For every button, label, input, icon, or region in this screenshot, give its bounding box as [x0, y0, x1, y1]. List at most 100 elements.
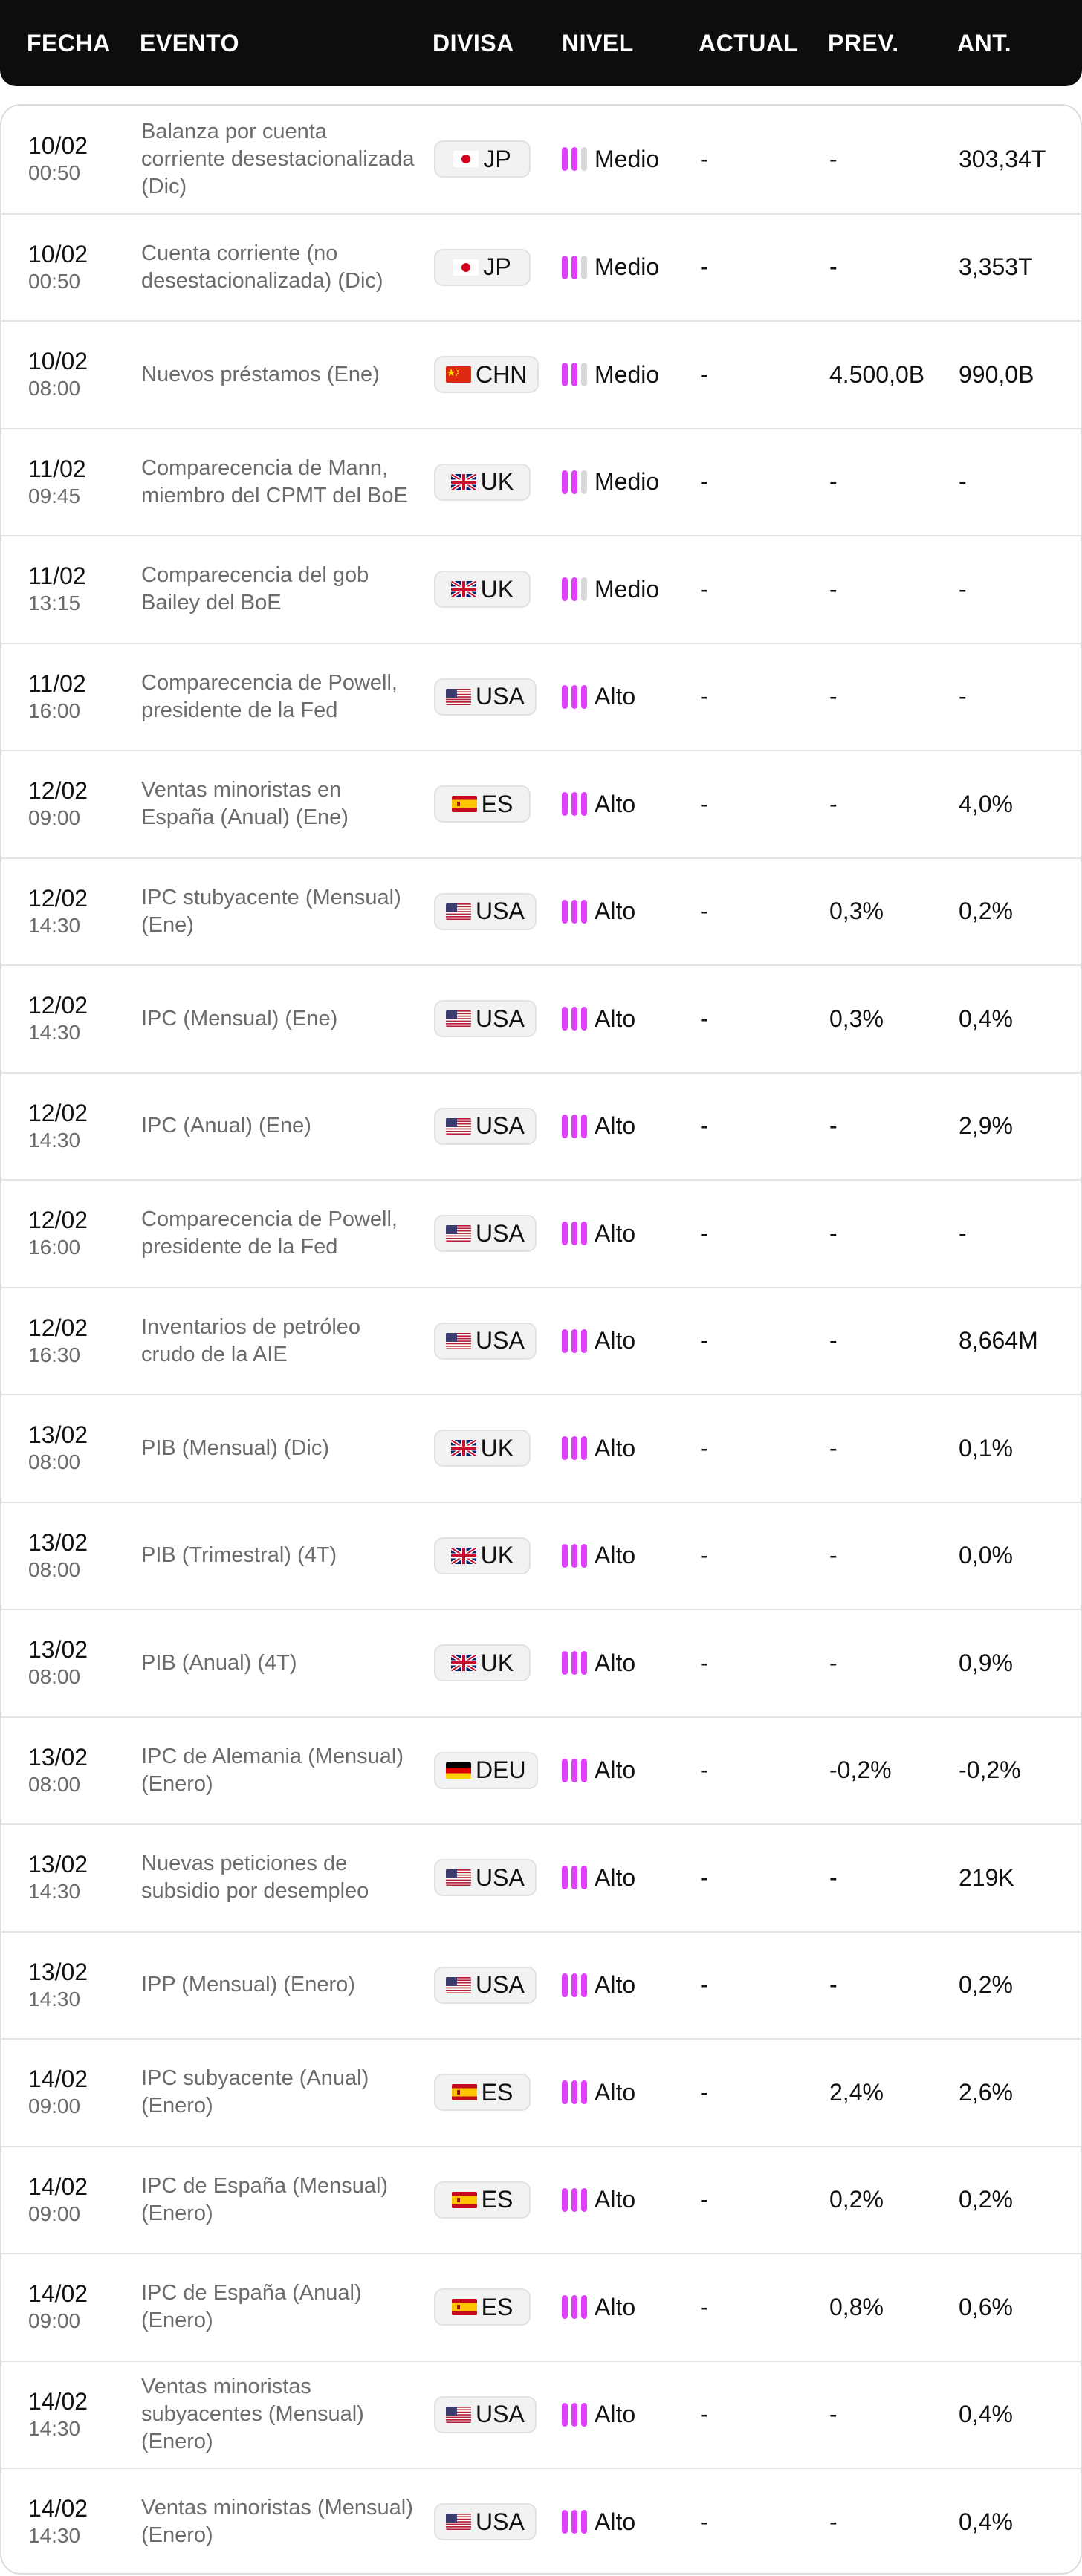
table-row[interactable]: 12/02 16:30 Inventarios de petróleo crudo … [1, 1286, 1081, 1395]
table-row[interactable]: 10/02 00:50 Balanza por cuenta corriente d… [1, 106, 1081, 213]
table-row[interactable]: 11/02 09:45 Comparecencia de Mann, miembro… [1, 427, 1081, 536]
table-row[interactable]: 12/02 09:00 Ventas minoristas en España (A… [1, 750, 1081, 857]
actual-value: - [700, 2186, 708, 2213]
table-row[interactable]: 13/02 08:00 PIB (Trimestral) (4T) UK Alto - - 0… [1, 1501, 1081, 1609]
actual-value: - [700, 2508, 708, 2535]
date-cell: 14/02 09:00 [28, 2254, 88, 2361]
event-name[interactable]: PIB (Anual) (4T) [141, 1650, 297, 1675]
column-header-evento[interactable]: EVENTO [140, 30, 239, 56]
event-name[interactable]: Comparecencia de Mann, miembro del CPMT … [141, 455, 408, 507]
level-bar [571, 577, 577, 602]
event-name[interactable]: Comparecencia de Powell, presidente de l… [141, 1207, 398, 1259]
table-row[interactable]: 14/02 09:00 IPC subyacente (Anual) (Enero)… [1, 2038, 1081, 2146]
event-name[interactable]: IPC (Mensual) (Ene) [141, 1006, 338, 1031]
event-date: 12/02 [28, 1099, 88, 1126]
level-bar [562, 2510, 568, 2534]
table-row[interactable]: 14/02 14:30 Ventas minoristas (Mensual) (E… [1, 2468, 1081, 2573]
event-name[interactable]: IPC stubyacente (Mensual) (Ene) [141, 885, 401, 937]
table-row[interactable]: 12/02 14:30 IPC stubyacente (Mensual) (Ene… [1, 857, 1081, 965]
event-time: 00:50 [28, 161, 81, 185]
impact-level-label: Alto [595, 2401, 636, 2428]
event-name[interactable]: Nuevos préstamos (Ene) [141, 362, 380, 386]
table-row[interactable]: 13/02 08:00 IPC de Alemania (Mensual) (Ene… [1, 1716, 1081, 1824]
table-row[interactable]: 11/02 13:15 Comparecencia del gob Bailey d… [1, 535, 1081, 643]
currency-badge: ES [434, 2288, 531, 2326]
table-row[interactable]: 13/02 14:30 IPP (Mensual) (Enero) USA Alto - -… [1, 1930, 1081, 2039]
event-name[interactable]: IPC de España (Mensual) (Enero) [141, 2173, 389, 2225]
level-bar [571, 470, 577, 494]
event-name[interactable]: Ventas minoristas subyacentes (Mensual) … [141, 2375, 364, 2454]
forecast-value: - [829, 1327, 838, 1354]
event-name[interactable]: PIB (Mensual) (Dic) [141, 1435, 329, 1460]
event-name[interactable]: Ventas minoristas en España (Anual) (Ene… [141, 778, 349, 830]
es-flag-icon [451, 796, 477, 813]
impact-level: Alto [562, 1181, 635, 1287]
level-bar [562, 899, 568, 924]
table-row[interactable]: 11/02 16:00 Comparecencia de Powell, presi… [1, 642, 1081, 750]
forecast-value: - [829, 1542, 838, 1569]
impact-level-label: Alto [595, 1649, 636, 1676]
event-name[interactable]: Cuenta corriente (no desestacionalizada)… [141, 241, 383, 293]
level-bar [571, 1866, 577, 1890]
event-name[interactable]: Ventas minoristas (Mensual) (Enero) [141, 2496, 413, 2548]
event-date: 11/02 [28, 669, 86, 697]
impact-level-label: Alto [595, 1005, 636, 1032]
event-name[interactable]: IPC (Anual) (Ene) [141, 1114, 311, 1138]
level-bar [581, 2187, 587, 2212]
event-name[interactable]: PIB (Trimestral) (4T) [141, 1543, 337, 1568]
previous-value: 0,1% [959, 1434, 1013, 1461]
table-row[interactable]: 13/02 08:00 PIB (Mensual) (Dic) UK Alto - - 0,1… [1, 1394, 1081, 1502]
column-header-actual[interactable]: ACTUAL [699, 30, 799, 56]
column-header-divisa[interactable]: DIVISA [433, 30, 514, 56]
column-header-prev[interactable]: PREV. [828, 30, 899, 56]
event-date: 13/02 [28, 1421, 88, 1449]
table-row[interactable]: 10/02 08:00 Nuevos préstamos (Ene) CHN Medio… [1, 320, 1081, 428]
date-cell: 13/02 08:00 [28, 1610, 88, 1716]
event-name[interactable]: Balanza por cuenta corriente desestacion… [141, 119, 415, 198]
date-cell: 12/02 09:00 [28, 751, 88, 857]
level-bar [571, 792, 577, 817]
column-header-fecha[interactable]: FECHA [27, 30, 111, 56]
table-row[interactable]: 10/02 00:50 Cuenta corriente (no desestaci… [1, 212, 1081, 321]
event-name[interactable]: IPC de Alemania (Mensual) (Enero) [141, 1744, 404, 1796]
impact-level-label: Alto [595, 898, 636, 925]
event-date: 12/02 [28, 777, 88, 805]
event-date: 12/02 [28, 1207, 88, 1234]
previous-value: 0,2% [959, 898, 1013, 925]
event-name[interactable]: IPP (Mensual) (Enero) [141, 1973, 355, 1997]
event-name[interactable]: IPC de España (Anual) (Enero) [141, 2281, 362, 2333]
column-header-nivel[interactable]: NIVEL [562, 30, 634, 56]
table-row[interactable]: 12/02 14:30 IPC (Mensual) (Ene) USA Alto - 0,3… [1, 964, 1081, 1072]
impact-level: Alto [562, 2362, 635, 2468]
column-header-ant[interactable]: ANT. [957, 30, 1012, 56]
forecast-value: 0,8% [829, 2293, 884, 2320]
uk-flag-icon [450, 581, 476, 598]
currency-badge: ES [434, 785, 531, 823]
table-row[interactable]: 13/02 08:00 PIB (Anual) (4T) UK Alto - - 0,9% [1, 1609, 1081, 1716]
impact-bars-icon [562, 1758, 587, 1782]
event-date: 12/02 [28, 1314, 88, 1341]
table-row[interactable]: 12/02 16:00 Comparecencia de Powell, presi… [1, 1179, 1081, 1287]
event-name[interactable]: Comparecencia del gob Bailey del BoE [141, 563, 369, 615]
date-cell: 14/02 14:30 [28, 2362, 88, 2468]
event-name[interactable]: Nuevas peticiones de subsidio por desemp… [141, 1852, 369, 1904]
table-row[interactable]: 14/02 09:00 IPC de España (Mensual) (Enero… [1, 2145, 1081, 2254]
us-flag-icon [446, 1225, 471, 1242]
event-name[interactable]: Comparecencia de Powell, presidente de l… [141, 670, 398, 722]
event-date: 10/02 [28, 132, 88, 160]
forecast-value: 4.500,0B [829, 360, 925, 388]
impact-level-label: Medio [595, 253, 660, 281]
actual-value: - [700, 1005, 708, 1032]
impact-level: Medio [562, 536, 659, 643]
currency-code: USA [476, 1863, 525, 1891]
table-row[interactable]: 12/02 14:30 IPC (Anual) (Ene) USA Alto - - 2,9% [1, 1071, 1081, 1180]
event-name[interactable]: Inventarios de petróleo crudo de la AIE [141, 1314, 361, 1366]
event-name[interactable]: IPC subyacente (Anual) (Enero) [141, 2066, 369, 2118]
table-row[interactable]: 13/02 14:30 Nuevas peticiones de subsidio … [1, 1823, 1081, 1931]
forecast-value: 0,3% [829, 1005, 884, 1032]
level-bar [571, 1114, 577, 1138]
currency-code: JP [483, 145, 511, 172]
table-row[interactable]: 14/02 14:30 Ventas minoristas subyacentes … [1, 2360, 1081, 2468]
previous-value: 990,0B [959, 360, 1034, 388]
table-row[interactable]: 14/02 09:00 IPC de España (Anual) (Enero) E… [1, 2253, 1081, 2361]
